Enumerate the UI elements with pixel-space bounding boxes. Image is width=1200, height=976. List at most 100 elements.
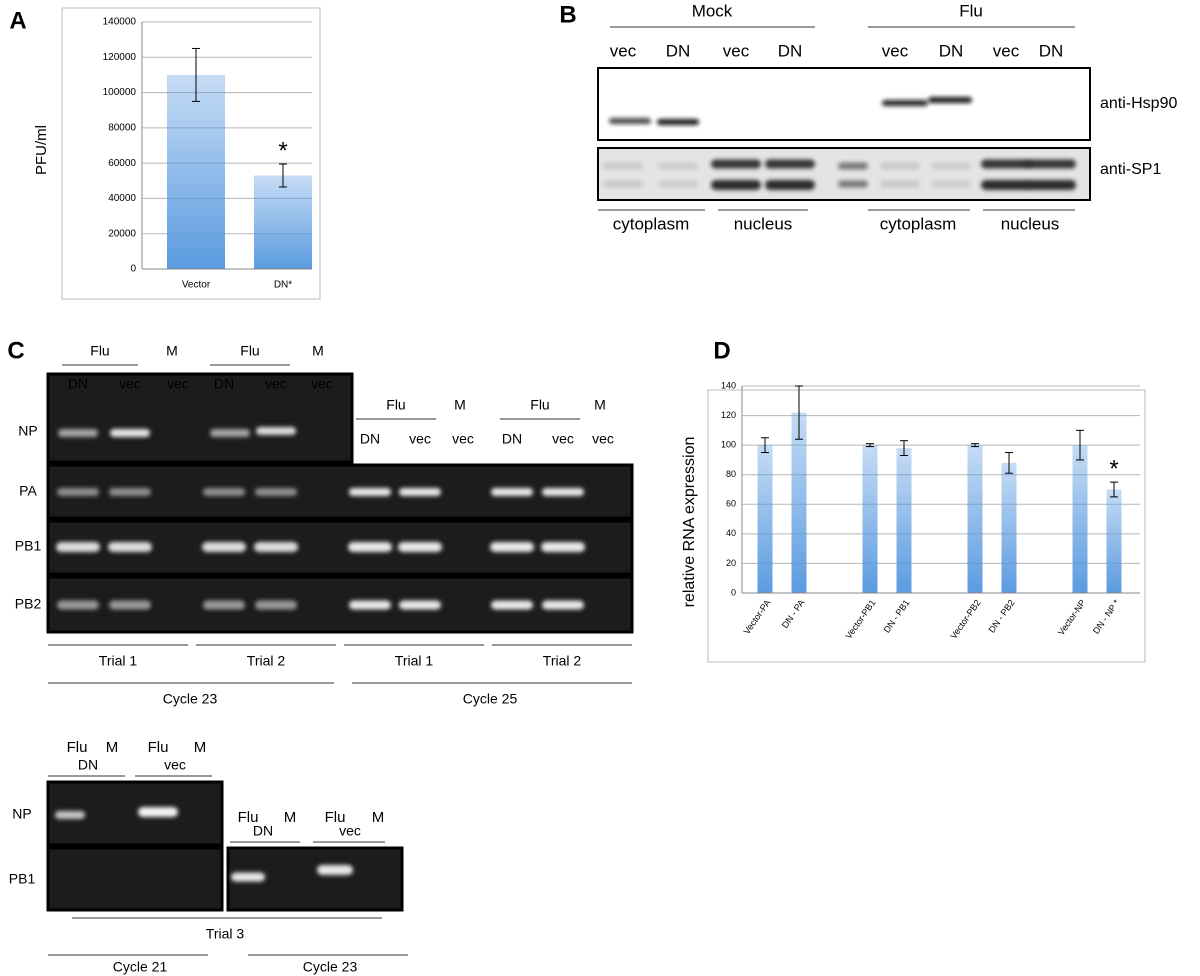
band [57,488,99,496]
band [491,600,533,610]
band [254,542,298,552]
bar [967,445,983,593]
band [603,162,643,170]
band [231,872,265,882]
band [109,488,151,496]
y-tick-label: 80000 [108,122,136,133]
band [138,807,178,817]
error-bar [192,47,200,102]
band [981,180,1031,190]
row-label: PA [19,483,37,499]
band [202,542,246,552]
header-label: Flu [240,343,259,359]
band [928,97,972,103]
bar [1001,462,1017,593]
lane-label: vec [119,376,141,392]
lane-label: vec [311,376,333,392]
header-label: Flu [238,809,259,826]
cycle-label: Cycle 23 [303,959,358,975]
bar [1106,489,1122,593]
lane-label: DN [1039,41,1064,60]
bar [896,448,912,593]
header-label: M [166,343,178,359]
lane-label: vec [339,823,361,839]
lane-label: vec [265,376,287,392]
band [931,180,971,188]
header-label: M [194,739,207,756]
cycle-label: Cycle 25 [463,691,518,707]
lane-label: DN [214,376,234,392]
band [609,118,651,124]
row-label: PB1 [9,871,36,887]
error-bar [761,437,769,454]
lane-label: DN [68,376,88,392]
band [880,180,920,188]
panel-label: C [7,337,24,364]
fraction-label: cytoplasm [880,214,957,233]
row-label: NP [18,423,37,439]
band [398,542,442,552]
header-label: Flu [67,739,88,756]
header-label: M [454,397,466,413]
band [203,600,245,610]
band [399,600,441,610]
lane-label: vec [882,41,909,60]
y-tick-label: 120000 [103,52,137,63]
trial-label: Trial 1 [99,653,138,669]
band [838,180,868,188]
lane-label: vec [164,757,186,773]
header-label: Flu [148,739,169,756]
lane-label: DN [666,41,691,60]
row-label: NP [12,806,31,822]
x-tick-label: Vector [182,280,211,291]
band [541,542,585,552]
y-tick-label: 60 [726,499,736,509]
band [55,811,85,819]
header-label: Flu [386,397,405,413]
band [658,162,698,170]
gel [46,846,224,912]
band [348,542,392,552]
band [203,488,245,496]
lane-label: DN [502,431,522,447]
band [931,162,971,170]
y-tick-label: 20000 [108,228,136,239]
fraction-label: cytoplasm [613,214,690,233]
band [109,600,151,610]
row-label: PB2 [15,596,42,612]
band [542,600,584,610]
header-label: Flu [90,343,109,359]
cycle-label: Cycle 23 [163,691,218,707]
trial-label: Trial 1 [395,653,434,669]
blot [597,67,1091,141]
band [1026,159,1076,169]
band [349,488,391,496]
lane-label: vec [167,376,189,392]
lane-label: vec [552,431,574,447]
band [399,488,441,496]
band [981,159,1031,169]
band [490,542,534,552]
band [1026,180,1076,190]
band [255,488,297,496]
band [108,542,152,552]
blot-label: anti-SP1 [1100,161,1161,178]
blot-label: anti-Hsp90 [1100,95,1177,112]
blot [597,147,1091,201]
y-tick-label: 60000 [108,158,136,169]
fraction-label: nucleus [734,214,793,233]
bar [757,445,773,593]
gel [46,372,354,464]
band [658,180,698,188]
band [491,488,533,496]
band [58,429,98,437]
header-label: M [372,809,385,826]
lane-label: DN [253,823,273,839]
band [542,488,584,496]
lane-label: vec [452,431,474,447]
error-bar [795,385,803,440]
band [210,429,250,437]
annotation: * [1109,455,1118,482]
band [603,180,643,188]
